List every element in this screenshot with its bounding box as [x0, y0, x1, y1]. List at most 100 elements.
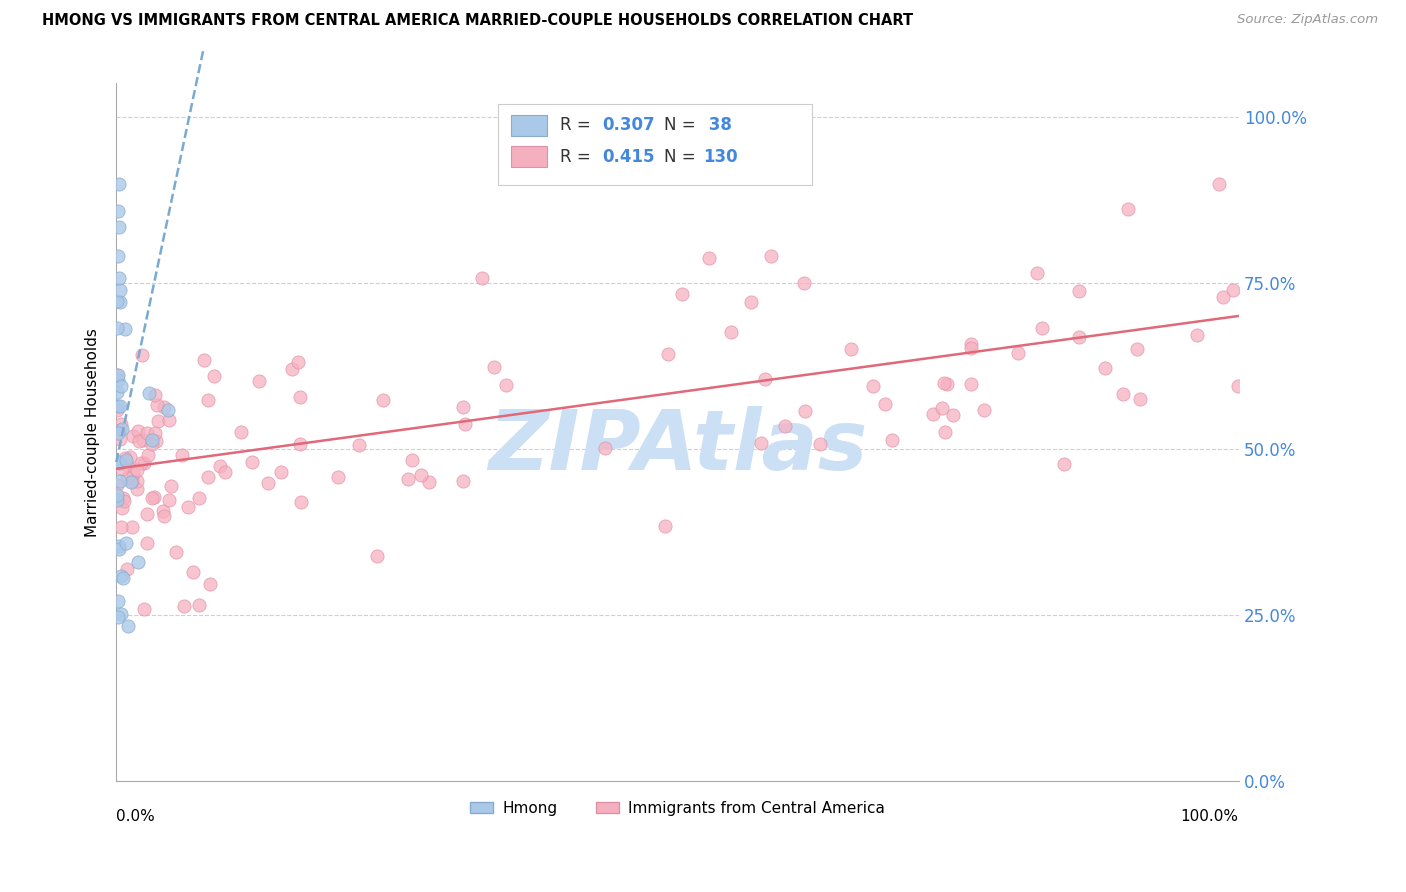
Point [127, 424, 149, 438]
Point [214, 466, 236, 480]
Point [173, 599, 195, 614]
Point [108, 454, 131, 468]
Text: ZIPAtlas: ZIPAtlas [488, 406, 868, 487]
Point [396, 472, 419, 486]
Point [270, 465, 292, 479]
Point [115, 562, 138, 576]
Point [111, 491, 134, 506]
Point [288, 436, 311, 450]
Point [170, 448, 193, 462]
Point [153, 508, 176, 523]
Point [107, 249, 129, 263]
Point [328, 470, 350, 484]
Y-axis label: Married-couple Households: Married-couple Households [86, 327, 100, 537]
Point [697, 251, 720, 265]
Point [108, 178, 131, 192]
Point [808, 436, 831, 450]
Point [942, 408, 965, 422]
Point [657, 347, 679, 361]
Point [197, 469, 219, 483]
Point [281, 361, 304, 376]
Point [111, 422, 134, 436]
Point [107, 400, 129, 414]
Point [935, 376, 957, 391]
Point [595, 441, 617, 455]
Point [115, 470, 138, 484]
Point [1026, 266, 1049, 280]
Point [208, 458, 231, 473]
Point [454, 417, 477, 431]
Bar [512, 115, 547, 136]
Point [132, 433, 155, 447]
Point [187, 491, 209, 505]
Point [257, 475, 280, 490]
Point [107, 204, 129, 219]
Text: N =: N = [664, 116, 702, 134]
Point [121, 519, 143, 533]
Point [922, 407, 945, 421]
Point [143, 426, 166, 441]
Point [165, 545, 187, 559]
Point [107, 594, 129, 608]
Point [959, 376, 981, 391]
Point [495, 378, 517, 392]
Point [157, 493, 180, 508]
Point [1208, 177, 1230, 191]
Point [373, 393, 395, 408]
Point [671, 287, 693, 301]
Point [129, 456, 152, 470]
Point [451, 401, 474, 415]
Point [247, 374, 270, 388]
Point [143, 388, 166, 402]
Point [288, 390, 311, 404]
Text: 0.415: 0.415 [602, 148, 655, 166]
Point [108, 456, 131, 470]
Point [134, 456, 156, 470]
Point [453, 474, 475, 488]
Point [749, 436, 772, 450]
Point [127, 474, 149, 488]
Point [931, 401, 953, 416]
Point [111, 462, 134, 476]
Point [740, 295, 762, 310]
Point [1185, 328, 1208, 343]
Point [121, 474, 143, 488]
Point [231, 425, 253, 439]
Point [1118, 202, 1140, 216]
Point [1007, 346, 1029, 360]
Point [107, 373, 129, 387]
Point [110, 568, 132, 582]
Point [108, 295, 131, 310]
Point [1222, 283, 1244, 297]
Text: Source: ZipAtlas.com: Source: ZipAtlas.com [1237, 13, 1378, 27]
Point [197, 392, 219, 407]
Point [959, 336, 981, 351]
Point [145, 434, 167, 448]
Point [120, 450, 142, 464]
Point [141, 433, 163, 447]
Point [115, 536, 138, 550]
Point [141, 491, 163, 505]
Point [115, 453, 138, 467]
Point [290, 495, 312, 509]
Point [720, 325, 742, 339]
Point [114, 321, 136, 335]
Point [156, 402, 179, 417]
Point [754, 372, 776, 386]
Point [110, 399, 132, 413]
Point [146, 414, 169, 428]
Point [111, 501, 134, 516]
Point [202, 368, 225, 383]
Point [110, 378, 132, 392]
Point [135, 535, 157, 549]
Point [152, 504, 174, 518]
Point [132, 602, 155, 616]
Point [128, 434, 150, 448]
Point [105, 321, 128, 335]
Point [135, 507, 157, 521]
Point [125, 483, 148, 497]
Point [110, 283, 132, 297]
Point [775, 418, 797, 433]
Legend: Hmong, Immigrants from Central America: Hmong, Immigrants from Central America [464, 795, 891, 822]
Point [411, 468, 433, 483]
